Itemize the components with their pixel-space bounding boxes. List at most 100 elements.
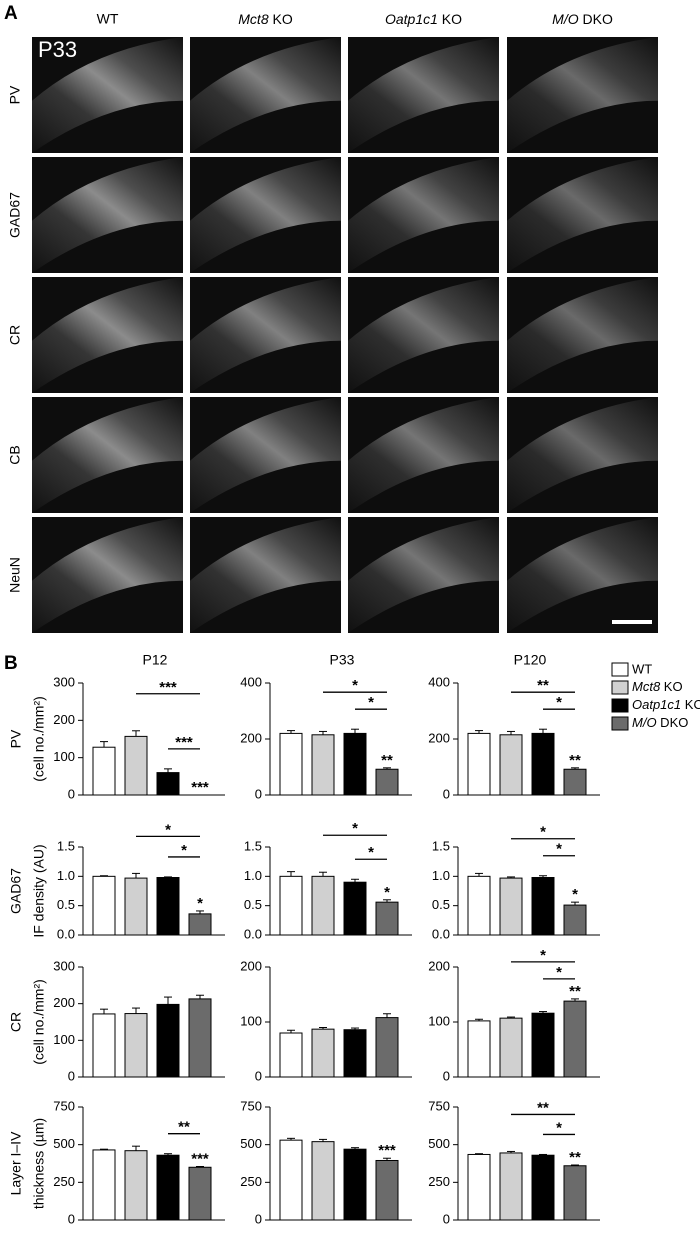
y-tick-label: 0.0 [244, 926, 262, 941]
chart-title: P120 [514, 652, 547, 668]
bar [499, 1017, 523, 1078]
bracket-label: * [556, 841, 562, 858]
bar [124, 1013, 148, 1078]
y-tick-label: 100 [53, 749, 75, 764]
y-tick-label: 0 [255, 786, 262, 801]
micrograph-tissue [348, 157, 499, 273]
y-tick-label: 400 [240, 674, 262, 689]
bracket-label: * [556, 1119, 562, 1136]
y-tick-label: 0 [68, 1211, 75, 1226]
bar [375, 1017, 399, 1078]
significance: ** [569, 1149, 581, 1166]
significance: * [197, 895, 203, 912]
bracket-label: * [181, 842, 187, 859]
bar [279, 732, 303, 796]
micrograph-tissue [190, 37, 341, 153]
y-tick-label: 200 [240, 730, 262, 745]
bar [188, 913, 212, 936]
significance: *** [191, 1150, 209, 1167]
row-label: CB [7, 445, 23, 464]
bar [279, 1139, 303, 1221]
legend-label: Mct8 KO [632, 679, 683, 694]
y-tick-label: 0 [443, 1068, 450, 1083]
bracket-label: * [540, 824, 546, 841]
y-tick-label: 0 [68, 786, 75, 801]
row-label: PV [7, 85, 23, 104]
y-tick-label: 100 [240, 1013, 262, 1028]
y-tick-label: 0 [68, 1068, 75, 1083]
y-tick-label: 1.5 [244, 838, 262, 853]
row-label: CR [7, 325, 23, 345]
bar [563, 768, 587, 796]
bar [343, 881, 367, 936]
bar [92, 1149, 116, 1221]
y-tick-label: 0.0 [432, 926, 450, 941]
bar [311, 1028, 335, 1078]
y-tick-label: 500 [428, 1136, 450, 1151]
bar [499, 734, 523, 796]
y-tick-label: 200 [428, 730, 450, 745]
legend-swatch [611, 698, 629, 713]
bar [531, 732, 555, 796]
micrograph-tissue [190, 397, 341, 513]
bar [467, 732, 491, 796]
significance: *** [191, 779, 209, 796]
bar [279, 1032, 303, 1078]
significance: ** [569, 983, 581, 1000]
y-tick-label: 0.5 [244, 897, 262, 912]
micrograph-tissue [190, 277, 341, 393]
y-tick-label: 0 [443, 1211, 450, 1226]
bar [499, 877, 523, 936]
panel-label: A [4, 3, 18, 24]
y-tick-label: 250 [240, 1174, 262, 1189]
bar [156, 772, 180, 796]
bar [467, 1020, 491, 1078]
y-tick-label: 1.0 [244, 868, 262, 883]
bar [563, 1165, 587, 1221]
legend-label: WT [632, 661, 652, 676]
bracket-label: * [556, 964, 562, 981]
bar [311, 875, 335, 936]
y-tick-label: 750 [240, 1098, 262, 1113]
y-axis-label: thickness (µm) [31, 1118, 47, 1209]
micrograph-tissue [507, 37, 658, 153]
y-tick-label: 200 [53, 995, 75, 1010]
micrograph-tissue [32, 37, 183, 153]
y-axis-label: (cell no./mm²) [31, 696, 47, 782]
micrograph-tissue [32, 277, 183, 393]
y-tick-label: 750 [53, 1098, 75, 1113]
bar [92, 746, 116, 796]
bar [531, 877, 555, 936]
chart-title: P33 [330, 652, 355, 668]
bar [124, 1150, 148, 1221]
bar [467, 1153, 491, 1221]
y-tick-label: 0.5 [57, 897, 75, 912]
bar [343, 1029, 367, 1078]
micrograph-tissue [348, 277, 499, 393]
panel-label: B [4, 653, 18, 674]
bracket-label: ** [537, 1099, 549, 1116]
column-header: Mct8 KO [238, 11, 293, 27]
bar [375, 901, 399, 936]
y-tick-label: 1.0 [57, 868, 75, 883]
bracket-label: *** [159, 679, 177, 696]
significance: *** [378, 1142, 396, 1159]
bracket-label: * [540, 947, 546, 964]
bar [375, 768, 399, 796]
bar [156, 1154, 180, 1221]
y-tick-label: 300 [53, 674, 75, 689]
y-tick-label: 500 [53, 1136, 75, 1151]
y-axis-label: CR [8, 1012, 24, 1032]
bar [499, 1152, 523, 1221]
y-tick-label: 0.0 [57, 926, 75, 941]
y-tick-label: 250 [53, 1174, 75, 1189]
row-label: GAD67 [7, 192, 23, 238]
micrograph-tissue [190, 157, 341, 273]
bar [279, 875, 303, 936]
bar [188, 1166, 212, 1221]
bar [375, 1159, 399, 1221]
y-axis-label: PV [8, 729, 24, 748]
y-tick-label: 0 [443, 786, 450, 801]
micrograph-tissue [32, 517, 183, 633]
legend-label: Oatp1c1 KO [632, 697, 700, 712]
